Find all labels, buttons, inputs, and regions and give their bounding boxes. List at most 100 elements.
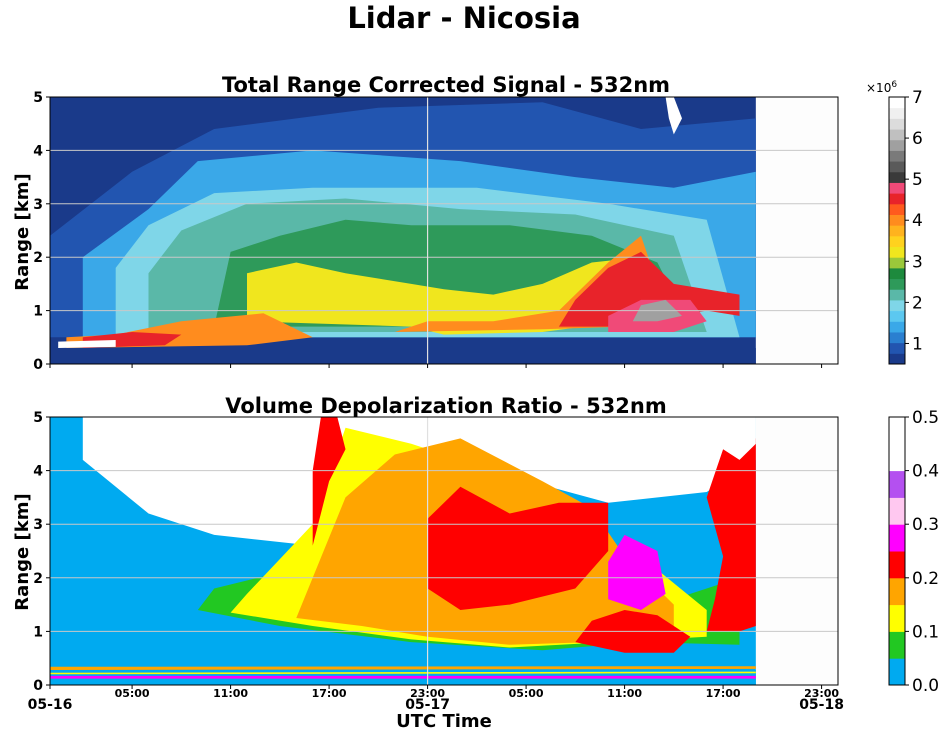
y-tick-label-3: 3 <box>33 197 43 213</box>
x-date-label-0: 05-16 <box>28 697 73 713</box>
colorbar-tick-label-4: 0.4 <box>912 462 939 482</box>
panel-depol-title: Volume Depolarization Ratio - 532nm <box>225 394 667 418</box>
y-tick-label-0: 0 <box>33 357 43 373</box>
panel-depol: Volume Depolarization Ratio - 532nm Rang… <box>12 394 939 713</box>
colorbar-tick-label-5: 6 <box>912 129 923 149</box>
panel-depol-colorbar: 0.0 0.1 0.2 0.3 0.4 0.5 <box>888 408 939 696</box>
colorbar-swatch-0 <box>889 353 905 365</box>
colorbar-rcs-multiplier: ×106 <box>866 80 897 95</box>
colorbar-frame <box>888 416 906 686</box>
x-tick-label-2: 11:00 <box>213 687 248 700</box>
colorbar-swatch-6 <box>889 289 905 301</box>
colorbar-tick-label-2: 3 <box>912 252 923 272</box>
colorbar-swatch-23 <box>889 107 905 119</box>
panel-depol-ylabel: Range [km] <box>12 493 33 610</box>
x-tick-label-4: 23:00 <box>410 687 445 700</box>
x-tick-label-1: 05:00 <box>115 687 150 700</box>
colorbar-swatch-1 <box>889 631 905 659</box>
colorbar-tick-label-0: 0.0 <box>912 676 939 696</box>
colorbar-tick-label-1: 0.1 <box>912 622 939 642</box>
colorbar-swatch-3 <box>889 321 905 333</box>
panel-rcs: Total Range Corrected Signal - 532nm Ran… <box>12 73 923 373</box>
colorbar-swatch-19 <box>889 150 905 162</box>
panel-rcs-y-ticks: 0 1 2 3 4 5 <box>33 90 50 373</box>
y-tick-label-4: 4 <box>33 464 43 480</box>
colorbar-frame <box>888 96 906 365</box>
colorbar-tick-label-5: 0.5 <box>912 408 939 428</box>
colorbar-swatch-18 <box>889 161 905 173</box>
data-region-10 <box>723 417 756 460</box>
colorbar-swatch-4 <box>889 310 905 322</box>
panel-depol-plot-area <box>49 416 839 686</box>
colorbar-swatch-5 <box>889 299 905 312</box>
data-region-6 <box>427 486 609 610</box>
colorbar-swatch-0 <box>889 658 905 686</box>
colorbar-swatch-12 <box>889 225 905 237</box>
y-tick-label-1: 1 <box>33 624 43 640</box>
axis-frame <box>49 96 839 365</box>
panel-rcs-title: Total Range Corrected Signal - 532nm <box>222 73 670 97</box>
x-date-label-1: 05-17 <box>405 697 450 713</box>
panel-rcs-x-ticks <box>49 364 823 368</box>
colorbar-swatch-13 <box>889 214 905 226</box>
colorbar-swatch-22 <box>889 118 905 130</box>
y-tick-label-5: 5 <box>33 90 43 106</box>
colorbar-swatch-2 <box>889 604 905 632</box>
x-tick-label-3: 17:00 <box>312 687 347 700</box>
colorbar-swatch-21 <box>889 129 905 141</box>
colorbar-swatch-6 <box>889 497 905 525</box>
data-region-9 <box>706 438 756 632</box>
colorbar-tick-label-2: 0.2 <box>912 569 939 589</box>
data-region-5 <box>312 417 346 546</box>
figure-suptitle: Lidar - Nicosia <box>347 1 580 35</box>
colorbar-tick-label-4: 5 <box>912 170 923 190</box>
data-region-14 <box>665 97 682 135</box>
panel-rcs-plot-area <box>49 96 839 365</box>
colorbar-swatch-5 <box>889 524 905 552</box>
colorbar-swatch-20 <box>889 139 905 151</box>
colorbar-swatch-8 <box>889 267 905 280</box>
data-layers <box>50 417 756 685</box>
y-tick-label-3: 3 <box>33 517 43 533</box>
y-tick-label-2: 2 <box>33 250 43 266</box>
x-tick-label-6: 11:00 <box>607 687 642 700</box>
colorbar-tick-label-6: 7 <box>912 88 923 108</box>
figure-xlabel: UTC Time <box>396 711 492 732</box>
y-tick-label-2: 2 <box>33 571 43 587</box>
colorbar-swatch-14 <box>889 203 905 215</box>
colorbar-swatch-1 <box>889 342 905 354</box>
data-region-8 <box>608 534 666 610</box>
colorbar-swatch-7 <box>889 278 905 290</box>
data-region-14 <box>50 671 756 675</box>
panel-depol-y-ticks: 0 1 2 3 4 5 <box>33 410 50 694</box>
data-region-13 <box>50 675 756 679</box>
colorbar-tick-label-1: 2 <box>912 293 923 313</box>
y-tick-label-5: 5 <box>33 410 43 426</box>
colorbar-swatch-3 <box>889 577 905 606</box>
y-tick-label-0: 0 <box>33 678 43 694</box>
y-tick-label-1: 1 <box>33 304 43 320</box>
panel-depol-x-ticks: 05:00 11:00 17:00 23:00 05:00 11:00 17:00 23:00… <box>28 685 844 713</box>
colorbar-swatch-7 <box>889 470 905 498</box>
colorbar-swatch-16 <box>889 182 905 194</box>
colorbar-swatch-8 <box>889 443 905 472</box>
colorbar-swatch-2 <box>889 331 905 344</box>
panel-rcs-colorbar: 1 2 3 4 5 6 7 <box>888 88 923 365</box>
colorbar-tick-label-3: 4 <box>912 211 923 231</box>
data-region-15 <box>50 348 756 364</box>
x-date-label-2: 05-18 <box>799 697 844 713</box>
colorbar-swatch-4 <box>889 551 905 579</box>
panel-rcs-ylabel: Range [km] <box>12 173 33 290</box>
data-region-12 <box>50 666 756 670</box>
colorbar-tick-label-0: 1 <box>912 334 923 354</box>
x-tick-label-5: 05:00 <box>509 687 544 700</box>
colorbar-swatch-9 <box>889 417 905 445</box>
x-tick-label-8: 23:00 <box>804 687 839 700</box>
x-tick-label-7: 17:00 <box>706 687 741 700</box>
data-region-13 <box>58 340 116 348</box>
data-layers <box>50 97 756 364</box>
axis-frame <box>49 416 839 686</box>
colorbar-swatch-9 <box>889 257 905 269</box>
y-tick-label-4: 4 <box>33 143 43 159</box>
